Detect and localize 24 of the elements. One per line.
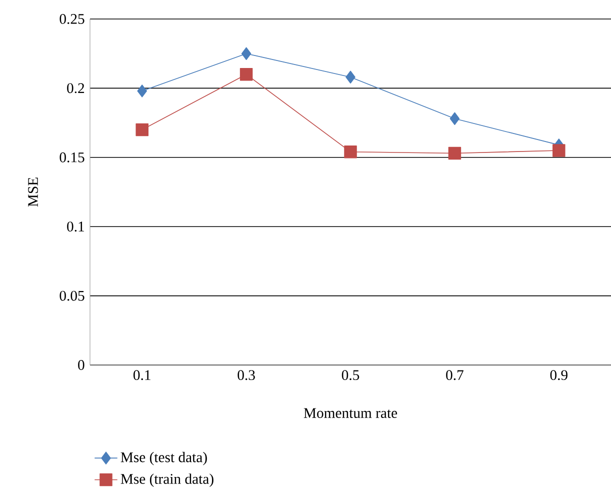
x-tick-label: 0.1 xyxy=(133,370,150,380)
point xyxy=(240,68,253,81)
x-axis-title: Momentum rate xyxy=(304,408,398,418)
y-tick-label: 0.1 xyxy=(67,222,84,232)
y-tick-label: 0.2 xyxy=(67,83,84,94)
x-tick-label: 0.7 xyxy=(446,370,464,380)
point xyxy=(137,84,147,98)
point xyxy=(344,145,357,158)
point xyxy=(136,123,148,136)
y-tick-label: 0.25 xyxy=(60,14,84,24)
y-tick-label: 0.05 xyxy=(60,290,84,301)
x-tick-label: 0.5 xyxy=(342,370,360,380)
x-tick-label: 0.3 xyxy=(238,370,255,380)
legend-label: Mse (train data) xyxy=(120,474,214,487)
y-tick-label: 0.15 xyxy=(60,152,84,162)
y-axis-title: MSE xyxy=(28,178,38,207)
y-tick-label: 0 xyxy=(78,360,84,370)
point xyxy=(448,146,462,160)
legend-label: Mse (test data) xyxy=(120,452,207,466)
point xyxy=(346,70,356,84)
x-tick-label: 0.9 xyxy=(550,370,568,380)
point xyxy=(450,112,460,126)
point xyxy=(552,144,566,157)
point xyxy=(241,47,252,60)
